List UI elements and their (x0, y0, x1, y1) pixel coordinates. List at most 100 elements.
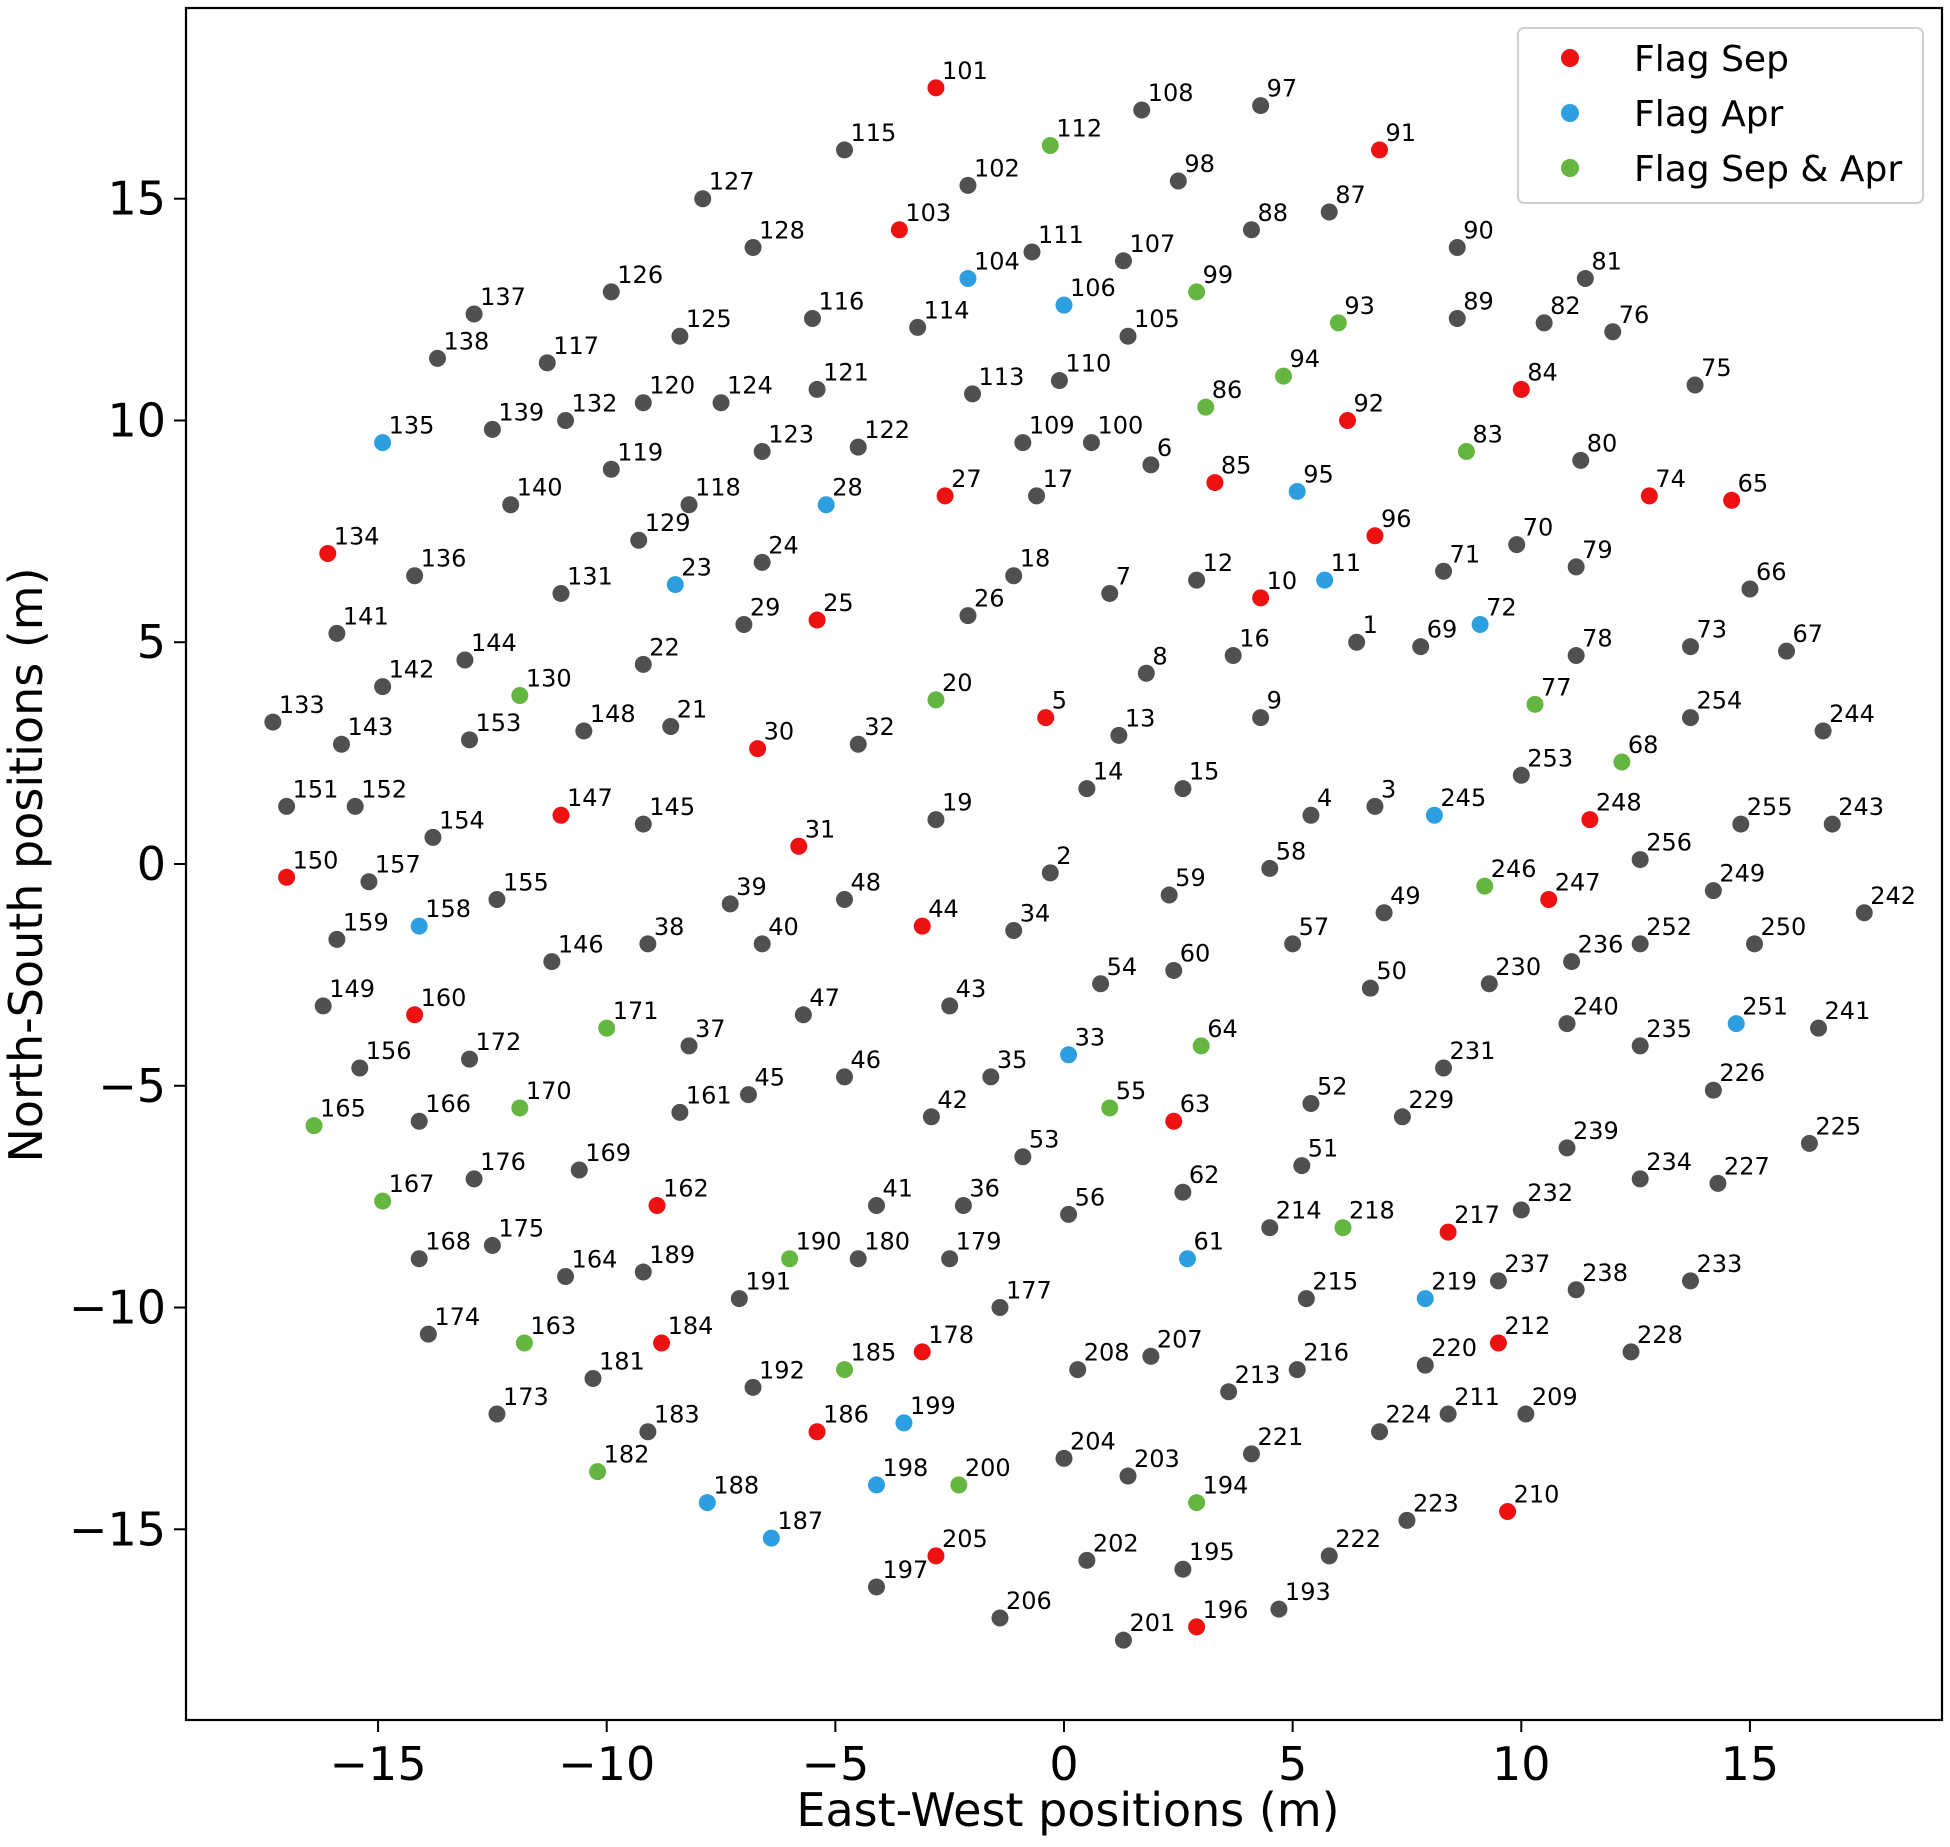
point-label-42: 42 (937, 1086, 968, 1114)
point-label-146: 146 (558, 931, 604, 959)
data-point-120 (634, 394, 652, 412)
point-label-161: 161 (686, 1081, 732, 1109)
point-label-34: 34 (1020, 900, 1051, 928)
data-point-7 (1101, 584, 1119, 602)
point-label-151: 151 (293, 775, 339, 803)
point-label-54: 54 (1107, 953, 1138, 981)
point-label-41: 41 (883, 1175, 914, 1203)
point-label-169: 169 (585, 1139, 631, 1167)
data-point-191 (730, 1290, 748, 1308)
data-point-89 (1448, 309, 1466, 327)
point-label-133: 133 (279, 691, 325, 719)
data-point-135 (374, 434, 392, 452)
point-label-208: 208 (1084, 1339, 1130, 1367)
point-label-150: 150 (293, 846, 339, 874)
data-point-20 (927, 691, 945, 709)
data-point-242 (1855, 904, 1873, 922)
data-point-247 (1540, 890, 1558, 908)
data-point-114 (909, 318, 927, 336)
data-point-202 (1078, 1551, 1096, 1569)
point-label-40: 40 (768, 913, 799, 941)
data-point-58 (1261, 859, 1279, 877)
data-point-59 (1160, 886, 1178, 904)
data-point-165 (305, 1117, 323, 1135)
data-point-60 (1165, 961, 1183, 979)
point-label-241: 241 (1825, 997, 1871, 1025)
point-label-7: 7 (1116, 562, 1131, 590)
data-point-183 (639, 1423, 657, 1441)
point-label-132: 132 (572, 389, 618, 417)
point-label-86: 86 (1212, 376, 1243, 404)
data-point-51 (1293, 1157, 1311, 1175)
data-point-123 (753, 443, 771, 461)
point-label-75: 75 (1701, 354, 1732, 382)
data-point-170 (511, 1099, 529, 1117)
data-point-16 (1224, 647, 1242, 665)
point-label-53: 53 (1029, 1126, 1060, 1154)
point-label-39: 39 (736, 873, 767, 901)
data-point-138 (429, 349, 447, 367)
data-point-131 (552, 584, 570, 602)
data-point-189 (634, 1263, 652, 1281)
data-point-49 (1375, 904, 1393, 922)
data-point-93 (1329, 314, 1347, 332)
data-point-22 (634, 655, 652, 673)
data-point-21 (662, 718, 680, 736)
data-point-116 (803, 309, 821, 327)
data-point-78 (1567, 647, 1585, 665)
point-label-223: 223 (1413, 1489, 1459, 1517)
point-label-178: 178 (928, 1321, 974, 1349)
point-label-6: 6 (1157, 434, 1172, 462)
point-label-152: 152 (361, 775, 407, 803)
data-point-12 (1188, 571, 1206, 589)
y-tick-label: −5 (98, 1059, 166, 1113)
data-point-254 (1681, 709, 1699, 727)
data-point-67 (1778, 642, 1796, 660)
point-label-167: 167 (389, 1170, 435, 1198)
point-label-61: 61 (1193, 1228, 1224, 1256)
point-label-117: 117 (553, 332, 599, 360)
y-tick-label: −15 (69, 1502, 166, 1556)
point-label-213: 213 (1235, 1361, 1281, 1389)
point-label-43: 43 (956, 975, 987, 1003)
data-point-195 (1174, 1560, 1192, 1578)
point-label-181: 181 (599, 1347, 645, 1375)
point-label-91: 91 (1386, 119, 1417, 147)
point-label-23: 23 (681, 554, 712, 582)
data-point-119 (602, 460, 620, 478)
point-label-148: 148 (590, 700, 636, 728)
point-label-13: 13 (1125, 704, 1156, 732)
point-label-116: 116 (818, 287, 864, 315)
data-point-229 (1393, 1108, 1411, 1126)
data-point-38 (639, 935, 657, 953)
point-label-22: 22 (649, 633, 680, 661)
point-label-102: 102 (974, 154, 1020, 182)
y-tick-label: 0 (137, 837, 166, 891)
point-label-232: 232 (1527, 1179, 1573, 1207)
data-point-14 (1078, 780, 1096, 798)
point-label-12: 12 (1203, 549, 1234, 577)
data-point-140 (502, 496, 520, 514)
data-point-159 (328, 930, 346, 948)
x-tick-label: −10 (558, 1737, 655, 1791)
point-label-60: 60 (1180, 939, 1211, 967)
data-point-252 (1631, 935, 1649, 953)
point-label-93: 93 (1344, 292, 1375, 320)
point-label-177: 177 (1006, 1277, 1052, 1305)
data-point-23 (666, 576, 684, 594)
point-label-225: 225 (1815, 1112, 1861, 1140)
point-label-250: 250 (1761, 913, 1807, 941)
data-point-198 (868, 1476, 886, 1494)
data-point-222 (1320, 1547, 1338, 1565)
data-point-236 (1563, 953, 1581, 971)
point-label-95: 95 (1303, 460, 1334, 488)
point-label-214: 214 (1276, 1197, 1322, 1225)
data-point-91 (1371, 141, 1389, 159)
data-point-142 (374, 678, 392, 696)
data-point-42 (922, 1108, 940, 1126)
point-label-107: 107 (1129, 230, 1175, 258)
point-label-89: 89 (1463, 287, 1494, 315)
point-label-243: 243 (1838, 793, 1884, 821)
data-point-145 (634, 815, 652, 833)
